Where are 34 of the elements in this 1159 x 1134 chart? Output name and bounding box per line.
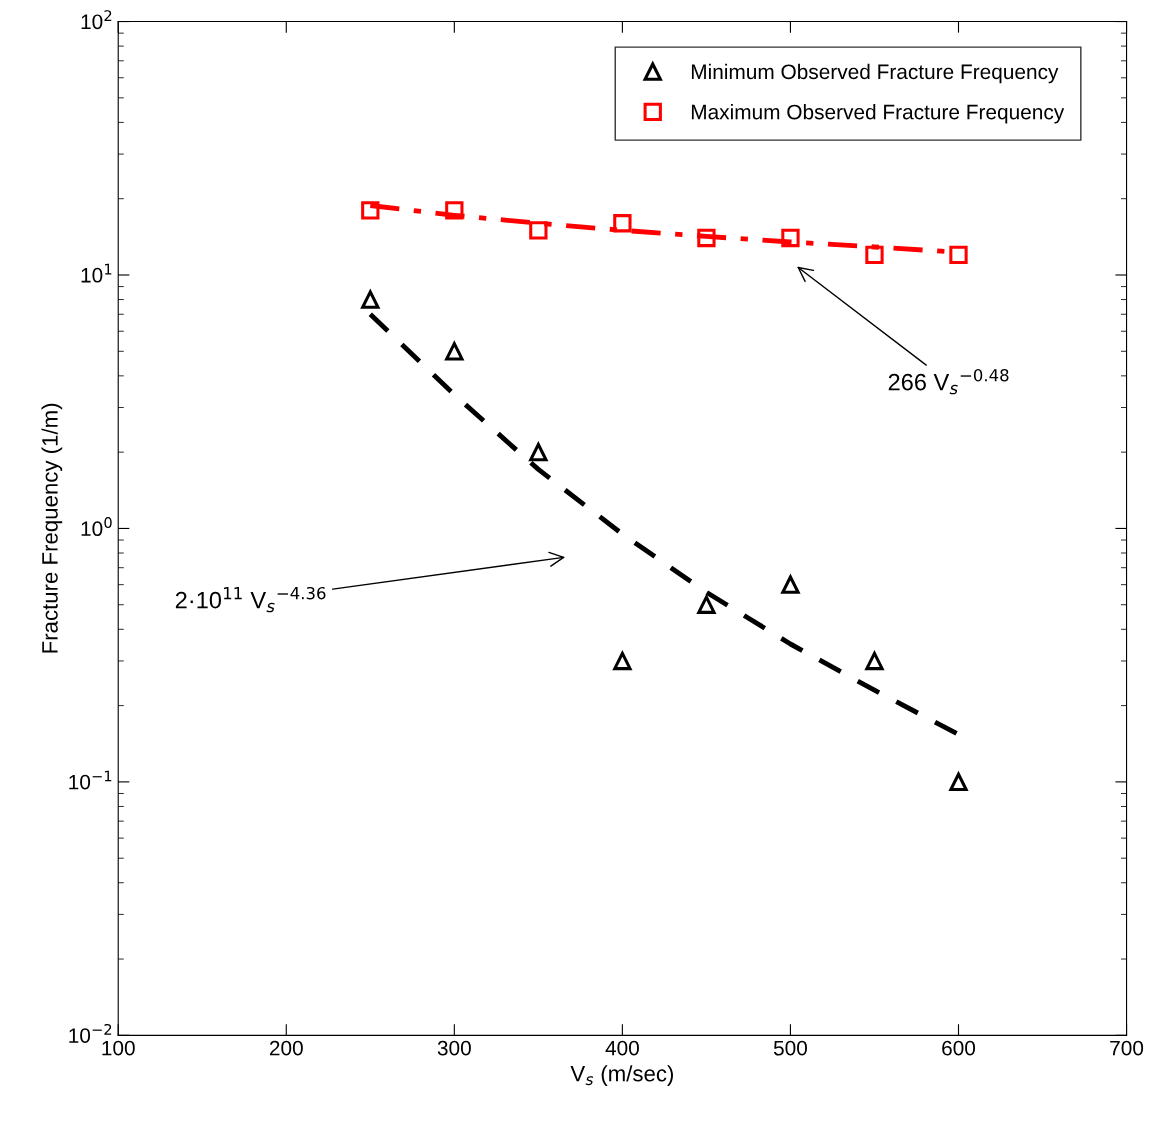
point xyxy=(781,228,800,248)
annotation: 2·10$^{11}$ V$_{s}$$^{−4.36}$ xyxy=(175,586,326,613)
legend-label: Minimum Observed Fracture Frequency xyxy=(691,63,1059,84)
point xyxy=(529,442,548,462)
x-tick-label: 400 xyxy=(605,1040,639,1056)
y-axis-title: Fracture Frequency (1/m) xyxy=(41,403,63,653)
x-tick-label: 100 xyxy=(102,1040,135,1056)
y-tick-label: 10$^{1}$ xyxy=(81,263,112,283)
y-tick-label: 10$^{2}$ xyxy=(81,10,112,30)
point xyxy=(697,595,716,614)
x-tick-label: 600 xyxy=(942,1040,976,1056)
point xyxy=(949,245,968,265)
x-tick-label: 200 xyxy=(269,1040,303,1056)
line-series xyxy=(367,311,961,737)
point xyxy=(361,290,380,309)
y-tick-label: 10$^{−1}$ xyxy=(69,770,112,790)
point xyxy=(613,651,632,671)
x-tick-label: 300 xyxy=(437,1040,471,1056)
point xyxy=(529,221,548,240)
x-axis-title: V$_{s}$ (m/sec) xyxy=(570,1065,673,1086)
point xyxy=(865,651,884,671)
point xyxy=(445,342,464,361)
point xyxy=(445,201,464,220)
point xyxy=(781,575,800,594)
point xyxy=(361,201,380,220)
x-tick-label: 700 xyxy=(1110,1040,1144,1056)
point xyxy=(948,770,969,792)
x-tick-label: 500 xyxy=(773,1040,807,1056)
point xyxy=(613,214,632,233)
point xyxy=(865,245,884,265)
point xyxy=(697,228,716,248)
legend-label: Maximum Observed Fracture Frequency xyxy=(691,104,1065,124)
annotation: 266 V$_{s}$$^{−0.48}$ xyxy=(888,368,1009,395)
y-tick-label: 10$^{0}$ xyxy=(81,517,112,537)
